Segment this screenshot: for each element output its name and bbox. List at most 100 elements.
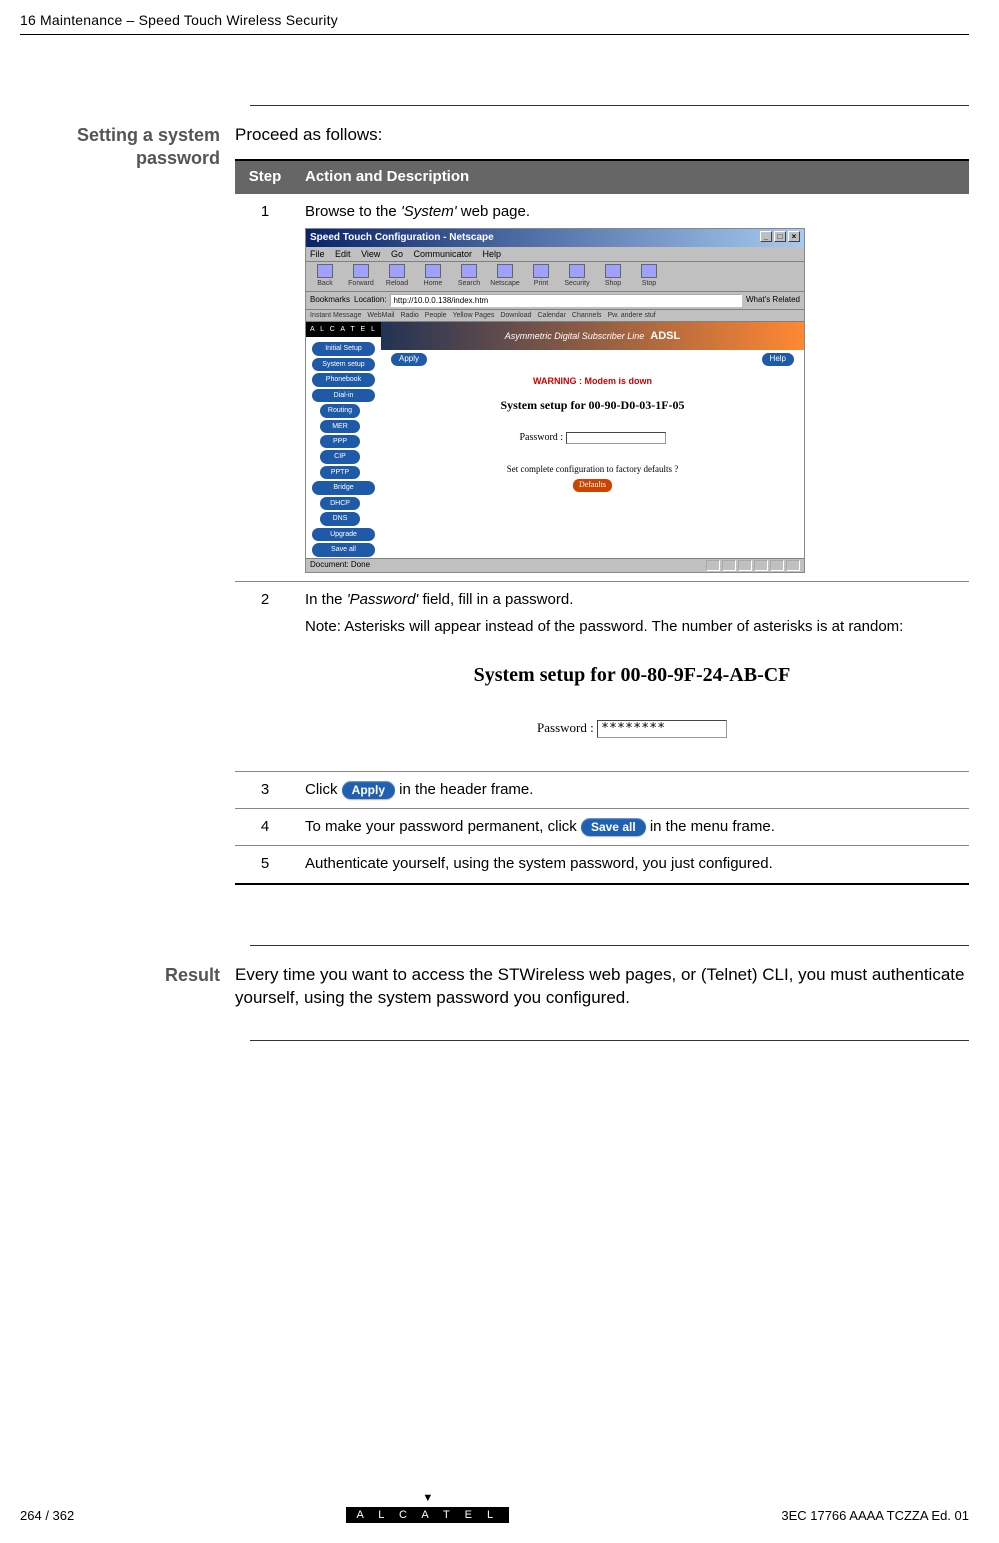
defaults-button[interactable]: Defaults xyxy=(573,479,612,492)
nav-phonebook[interactable]: Phonebook xyxy=(312,373,375,386)
help-button[interactable]: Help xyxy=(762,353,794,366)
location-input[interactable] xyxy=(390,294,742,307)
result-bold: STWireless xyxy=(498,965,585,984)
nav-dialin[interactable]: Dial-in xyxy=(312,389,375,402)
step2-password-input[interactable] xyxy=(597,720,727,738)
note-label: Note xyxy=(305,618,337,635)
step-cell: To make your password permanent, click S… xyxy=(295,809,969,846)
link-people[interactable]: People xyxy=(425,311,447,320)
search-label: Search xyxy=(458,279,480,288)
factory-bold: complete xyxy=(521,464,554,474)
nav-dns[interactable]: DNS xyxy=(320,512,360,525)
stop-button[interactable]: Stop xyxy=(634,264,664,288)
nav-bridge[interactable]: Bridge xyxy=(312,481,375,494)
menu-file[interactable]: File xyxy=(310,249,325,259)
close-icon[interactable]: × xyxy=(788,231,800,242)
location-prefix: Location: xyxy=(354,295,386,306)
menu-edit[interactable]: Edit xyxy=(335,249,351,259)
section-body: Proceed as follows: Step Action and Desc… xyxy=(235,124,969,885)
home-button[interactable]: Home xyxy=(418,264,448,288)
search-button[interactable]: Search xyxy=(454,264,484,288)
shop-icon xyxy=(605,264,621,278)
r2-pre: In the xyxy=(305,591,347,608)
step-num: 2 xyxy=(235,582,295,772)
alcatel-logo: A L C A T E L xyxy=(306,322,381,337)
browser-screenshot: Speed Touch Configuration - Netscape _ □… xyxy=(305,228,805,573)
system-setup-title: System setup for 00-90-D0-03-1F-05 xyxy=(381,397,804,413)
nav-upgrade[interactable]: Upgrade xyxy=(312,528,375,541)
nav-system-setup[interactable]: System setup xyxy=(312,358,375,371)
menu-view[interactable]: View xyxy=(361,249,380,259)
apply-button[interactable]: Apply xyxy=(391,353,427,366)
header-rule xyxy=(20,34,969,35)
link-im[interactable]: Instant Message xyxy=(310,311,361,320)
browser-title: Speed Touch Configuration - Netscape xyxy=(310,231,494,245)
step-num: 3 xyxy=(235,771,295,808)
link-yellowpages[interactable]: Yellow Pages xyxy=(453,311,495,320)
saveall-pill[interactable]: Save all xyxy=(581,818,646,836)
print-icon xyxy=(533,264,549,278)
link-webmail[interactable]: WebMail xyxy=(367,311,394,320)
location-bar: Bookmarks Location: What's Related xyxy=(306,292,804,310)
table-row: 5 Authenticate yourself, using the syste… xyxy=(235,846,969,884)
security-button[interactable]: Security xyxy=(562,264,592,288)
factory-text: Set complete configuration to factory de… xyxy=(381,463,804,492)
tray-icon xyxy=(754,560,768,571)
nav-saveall[interactable]: Save all xyxy=(312,543,375,556)
page-total: / 362 xyxy=(42,1508,75,1523)
password-input[interactable] xyxy=(566,432,666,444)
logo-triangle-icon: ▼ xyxy=(74,1492,781,1504)
step-num: 1 xyxy=(235,194,295,582)
menu-help[interactable]: Help xyxy=(483,249,502,259)
link-calendar[interactable]: Calendar xyxy=(538,311,566,320)
nav-ppp[interactable]: PPP xyxy=(320,435,360,448)
forward-icon xyxy=(353,264,369,278)
nav-cip[interactable]: CIP xyxy=(320,450,360,463)
table-row: 2 In the 'Password' field, fill in a pas… xyxy=(235,582,969,772)
bookmarks-label[interactable]: Bookmarks xyxy=(310,295,350,306)
forward-button[interactable]: Forward xyxy=(346,264,376,288)
minimize-icon[interactable]: _ xyxy=(760,231,772,242)
running-header: 16 Maintenance – Speed Touch Wireless Se… xyxy=(0,0,999,34)
footer-page: 264 / 362 xyxy=(20,1508,74,1523)
netscape-button[interactable]: Netscape xyxy=(490,264,520,288)
link-download[interactable]: Download xyxy=(500,311,531,320)
section-result: Result Every time you want to access the… xyxy=(20,964,969,1010)
maximize-icon[interactable]: □ xyxy=(774,231,786,242)
table-row: 1 Browse to the 'System' web page. Speed… xyxy=(235,194,969,582)
nav-routing[interactable]: Routing xyxy=(320,404,360,417)
link-radio[interactable]: Radio xyxy=(400,311,418,320)
section-rule-bottom xyxy=(250,1040,969,1041)
reload-label: Reload xyxy=(386,279,408,288)
apply-pill[interactable]: Apply xyxy=(342,781,395,799)
table-row: 4 To make your password permanent, click… xyxy=(235,809,969,846)
link-other[interactable]: Pw. andere stuf xyxy=(608,311,656,320)
back-button[interactable]: Back xyxy=(310,264,340,288)
result-label: Result xyxy=(20,964,235,1010)
adsl-banner: Asymmetric Digital Subscriber Line ADSL xyxy=(381,322,804,350)
r1-em: 'System' xyxy=(401,203,457,220)
step-cell: Click Apply in the header frame. xyxy=(295,771,969,808)
nav-mer[interactable]: MER xyxy=(320,420,360,433)
print-button[interactable]: Print xyxy=(526,264,556,288)
table-head-row: Step Action and Description xyxy=(235,160,969,194)
forward-label: Forward xyxy=(348,279,374,288)
nav-initial-setup[interactable]: Initial Setup xyxy=(312,342,375,355)
r4-post: in the menu frame. xyxy=(646,818,775,835)
link-channels[interactable]: Channels xyxy=(572,311,602,320)
r3-pre: Click xyxy=(305,781,342,798)
result-pre: Every time you want to access the xyxy=(235,965,498,984)
nav-pptp[interactable]: PPTP xyxy=(320,466,360,479)
menu-communicator[interactable]: Communicator xyxy=(413,249,472,259)
shop-label: Shop xyxy=(605,279,621,288)
nav-dhcp[interactable]: DHCP xyxy=(320,497,360,510)
menu-go[interactable]: Go xyxy=(391,249,403,259)
section-rule-top xyxy=(250,105,969,106)
home-label: Home xyxy=(424,279,443,288)
whats-related[interactable]: What's Related xyxy=(746,295,800,306)
reload-button[interactable]: Reload xyxy=(382,264,412,288)
step2-setup-title: System setup for 00-80-9F-24-AB-CF xyxy=(305,662,959,689)
status-tray xyxy=(706,560,800,571)
shop-button[interactable]: Shop xyxy=(598,264,628,288)
r2-note: Note: Asterisks will appear instead of t… xyxy=(305,617,959,637)
